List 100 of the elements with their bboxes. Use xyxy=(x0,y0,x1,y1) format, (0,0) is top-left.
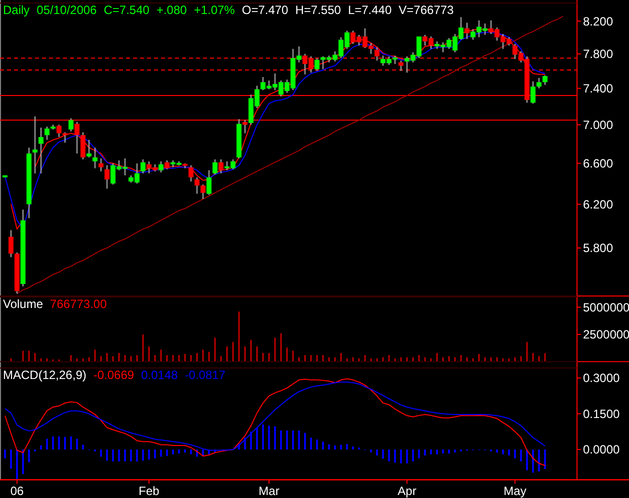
y-tick-label: 7.400 xyxy=(583,82,614,96)
candlestick xyxy=(536,77,542,89)
bar xyxy=(148,450,150,460)
x-tick-label: Apr xyxy=(398,484,416,498)
bar xyxy=(340,444,342,450)
bar xyxy=(256,428,258,450)
candlestick xyxy=(86,139,92,158)
candlestick xyxy=(140,158,146,174)
bar xyxy=(400,450,402,464)
line-series xyxy=(16,16,564,294)
bar xyxy=(22,450,24,474)
bar xyxy=(334,445,336,450)
annotation: 766773.00 xyxy=(50,297,108,311)
candlestick xyxy=(38,127,44,174)
candlestick xyxy=(80,132,86,160)
y-tick-label: 6.200 xyxy=(583,197,614,212)
bar xyxy=(520,450,522,462)
candlestick xyxy=(188,164,194,182)
candlestick xyxy=(32,116,38,174)
bar xyxy=(46,438,48,450)
bar xyxy=(538,450,540,472)
bar xyxy=(382,450,384,459)
bar xyxy=(424,450,426,456)
bar xyxy=(442,450,444,454)
candlestick xyxy=(44,126,50,140)
candlestick xyxy=(530,80,536,104)
bar xyxy=(70,436,72,450)
x-tick-label: Mar xyxy=(258,484,280,498)
bar xyxy=(526,450,528,470)
bar xyxy=(298,430,300,450)
bar xyxy=(52,436,54,450)
bar xyxy=(184,450,186,453)
bar xyxy=(58,436,60,450)
bar xyxy=(76,438,78,450)
bar xyxy=(502,450,504,454)
bar xyxy=(250,432,252,450)
y-tick-label: 5000000 xyxy=(583,300,629,314)
candlestick xyxy=(104,164,110,190)
candlestick xyxy=(212,158,218,175)
bar xyxy=(448,450,450,454)
bar xyxy=(346,444,348,450)
y-tick-label: 5.800 xyxy=(583,241,614,256)
bar xyxy=(532,450,534,473)
bar xyxy=(40,445,42,450)
bar xyxy=(262,424,264,450)
y-tick-label: 7.800 xyxy=(583,47,614,62)
bar xyxy=(106,450,108,461)
annotation: H=7.550 xyxy=(295,3,342,17)
bar xyxy=(160,450,162,457)
text: -0.0669 xyxy=(93,368,134,382)
bar xyxy=(412,450,414,462)
bar xyxy=(394,450,396,463)
bar xyxy=(376,450,378,456)
y-tick-label: 0.0000 xyxy=(583,442,620,457)
bar xyxy=(154,450,156,458)
chart-title: Daily xyxy=(3,3,30,17)
bar xyxy=(166,450,168,456)
bar xyxy=(388,450,390,462)
bar xyxy=(112,450,114,462)
bar xyxy=(268,426,270,450)
bar xyxy=(436,450,438,454)
bar xyxy=(370,450,372,452)
candlestick xyxy=(200,184,206,200)
bar xyxy=(118,450,120,462)
candlestick xyxy=(206,170,212,196)
x-tick-label: 06 xyxy=(10,484,24,498)
candlestick xyxy=(218,158,224,174)
candlestick xyxy=(158,160,164,173)
bar xyxy=(310,438,312,450)
bar xyxy=(190,450,192,454)
bar xyxy=(280,430,282,450)
bar xyxy=(136,450,138,462)
y-tick-label: 6.600 xyxy=(583,156,614,171)
bar xyxy=(544,450,546,469)
y-tick-label: 2500000 xyxy=(583,328,629,342)
bar xyxy=(316,440,318,450)
annotation: O=7.470 xyxy=(242,3,289,17)
annotation: 05/10/2006 xyxy=(36,3,98,17)
candlestick xyxy=(194,176,200,194)
chart-title: MACD(12,26,9) xyxy=(3,368,86,382)
bar xyxy=(514,450,516,458)
bar xyxy=(454,450,456,452)
candlestick xyxy=(68,118,74,132)
y-tick-label: 7.000 xyxy=(583,118,614,132)
bar xyxy=(28,450,30,462)
annotation: +.080 xyxy=(156,3,188,17)
bar xyxy=(292,430,294,450)
bar xyxy=(286,430,288,450)
bar xyxy=(142,450,144,461)
bar xyxy=(418,450,420,458)
annotation: +1.07% xyxy=(194,3,236,17)
y-tick-label: 0.3000 xyxy=(583,371,620,386)
bar xyxy=(430,450,432,454)
bar xyxy=(4,450,6,458)
text: -0.0817 xyxy=(184,368,226,382)
bar xyxy=(172,450,174,454)
x-tick-label: May xyxy=(504,484,526,498)
bar xyxy=(124,450,126,462)
bar xyxy=(304,432,306,450)
candlestick xyxy=(8,230,14,258)
